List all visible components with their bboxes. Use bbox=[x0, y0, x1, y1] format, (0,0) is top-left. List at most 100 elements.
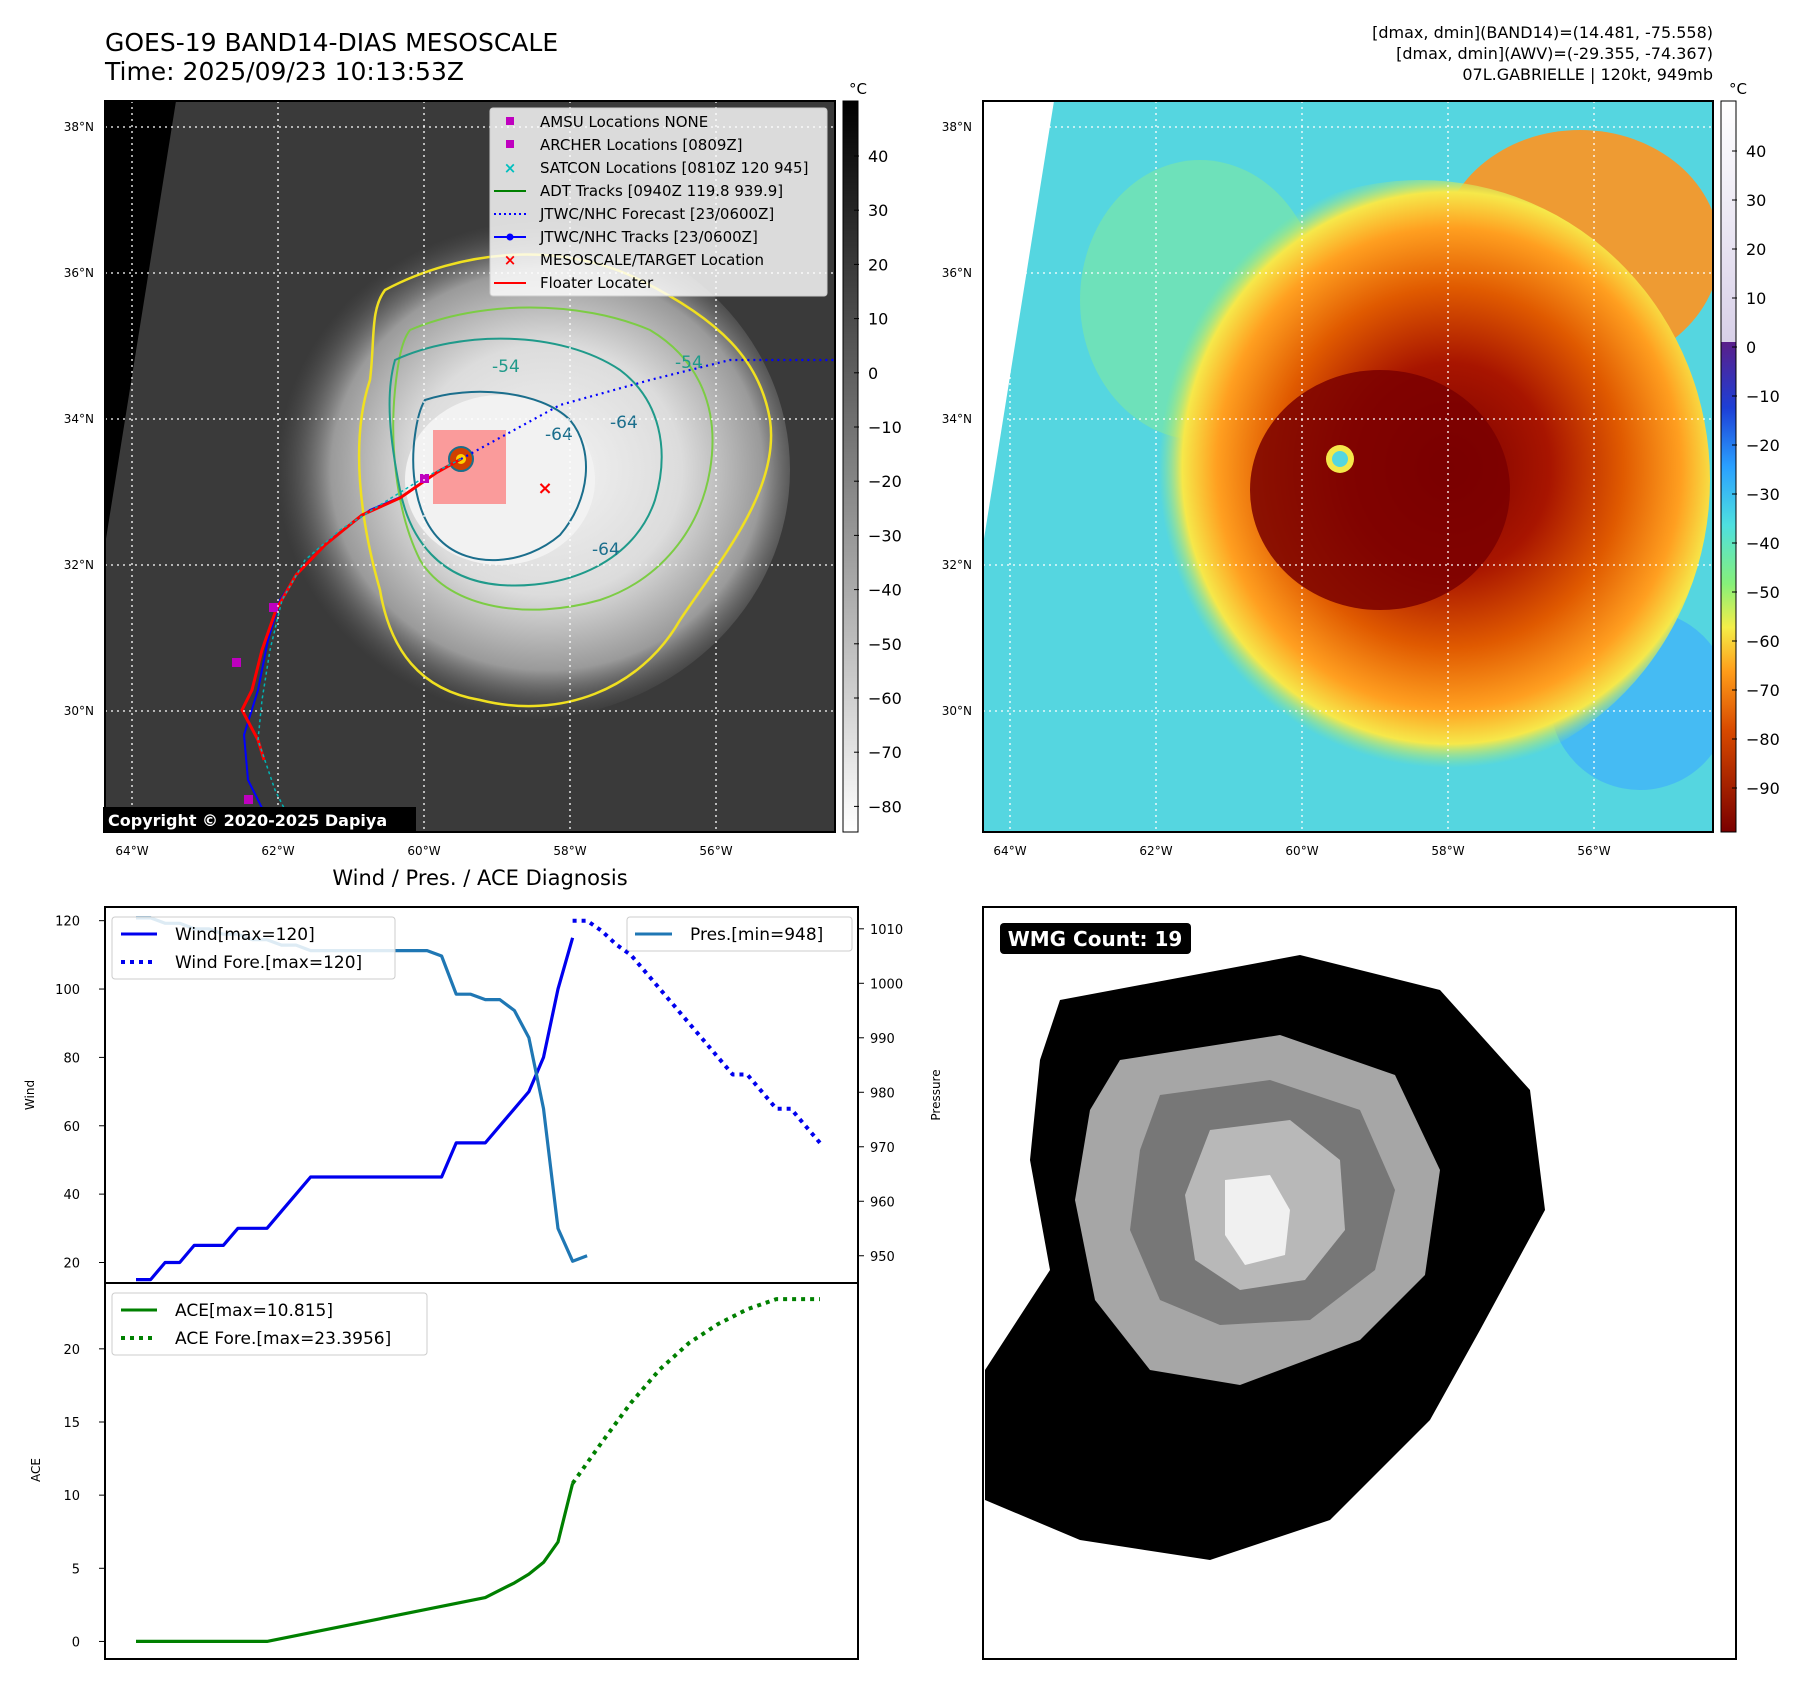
colorbar-tick-label: −80 bbox=[868, 797, 902, 816]
lat-label: 32°N bbox=[942, 558, 972, 572]
colorbar-unit: °C bbox=[849, 80, 867, 98]
contour-blue-64 bbox=[412, 390, 587, 561]
colorbar-tick-label: −70 bbox=[868, 743, 902, 762]
lon-label: 58°W bbox=[1431, 844, 1464, 858]
lat-label: 38°N bbox=[64, 120, 94, 134]
diagnosis-title: Wind / Pres. / ACE Diagnosis bbox=[332, 866, 627, 890]
lon-label: 62°W bbox=[1139, 844, 1172, 858]
colorbar-tick-label: −70 bbox=[1746, 681, 1780, 700]
archer-marker bbox=[244, 795, 253, 804]
legend-target-icon: × bbox=[504, 251, 517, 269]
wmg-count: WMG Count: 19 bbox=[1008, 927, 1183, 951]
y2-tick-label: 980 bbox=[870, 1086, 895, 1101]
ir-map-frame bbox=[104, 100, 836, 833]
archer-marker bbox=[420, 474, 429, 483]
colorbar-tick-label: 0 bbox=[1746, 338, 1756, 357]
y-tick-label: 20 bbox=[63, 1256, 80, 1271]
stats-band14: [dmax, dmin](BAND14)=(14.481, -75.558) bbox=[1372, 23, 1713, 42]
lon-label: 56°W bbox=[1577, 844, 1610, 858]
series-line-1 bbox=[572, 918, 822, 1145]
colorbar-tick-label: −80 bbox=[1746, 730, 1780, 749]
contour-label: -64 bbox=[545, 425, 573, 445]
legend-archer: ARCHER Locations [0809Z] bbox=[540, 136, 743, 154]
lat-label: 34°N bbox=[942, 412, 972, 426]
pressure-legend: Pres.[min=948] bbox=[626, 916, 853, 952]
legend-satcon: SATCON Locations [0810Z 120 945] bbox=[540, 159, 808, 177]
y-tick-label: 5 bbox=[72, 1562, 80, 1577]
colorbar-tick-label: 20 bbox=[868, 255, 888, 274]
storm-info: 07L.GABRIELLE | 120kt, 949mb bbox=[1462, 65, 1713, 84]
y-tick-label: 15 bbox=[63, 1416, 80, 1431]
ace-axis-label: ACE bbox=[29, 1458, 43, 1482]
copyright-box bbox=[103, 807, 416, 833]
legend-adt: ADT Tracks [0940Z 119.8 939.9] bbox=[540, 182, 783, 200]
series-line-1 bbox=[570, 1297, 820, 1485]
colorbar-tick-label: −50 bbox=[868, 635, 902, 654]
wind-pressure-chart: 20 40 60 80 100 120 950 960 970 980 990 1000 1010 Wi… bbox=[23, 906, 943, 1284]
contour-label: -64 bbox=[610, 413, 638, 433]
legend-wind-fore: Wind Fore.[max=120] bbox=[175, 953, 362, 973]
lon-label: 56°W bbox=[699, 844, 732, 858]
colorbar-tick-label: −20 bbox=[868, 472, 902, 491]
figure-title: GOES-19 BAND14-DIAS MESOSCALE bbox=[105, 28, 558, 57]
y2-tick-label: 1010 bbox=[870, 923, 903, 938]
ace-legend: ACE[max=10.815] ACE Fore.[max=23.3956] bbox=[111, 1292, 428, 1356]
legend-amsu-icon bbox=[506, 117, 514, 125]
contour-teal-54 bbox=[388, 337, 663, 587]
y2-tick-label: 970 bbox=[870, 1141, 895, 1156]
wmg-count-box bbox=[1000, 923, 1191, 954]
wmg-panel: WMG Count: 19 bbox=[982, 906, 1737, 1660]
colorbar-tick-label: −10 bbox=[868, 418, 902, 437]
archer-marker bbox=[232, 658, 241, 667]
series-line-0 bbox=[136, 1483, 575, 1644]
lat-label: 32°N bbox=[64, 558, 94, 572]
storm-core bbox=[1250, 370, 1510, 610]
no-data-wedge bbox=[105, 101, 176, 545]
colorbar-tick-label: 30 bbox=[1746, 191, 1766, 210]
colorbar-tick-label: −30 bbox=[1746, 485, 1780, 504]
y-tick-label: 80 bbox=[63, 1051, 80, 1066]
colorbar-tick-label: 20 bbox=[1746, 240, 1766, 259]
legend-target: MESOSCALE/TARGET Location bbox=[540, 251, 764, 269]
y2-tick-label: 990 bbox=[870, 1032, 895, 1047]
wind-axis-label: Wind bbox=[23, 1080, 37, 1110]
y2-tick-label: 960 bbox=[870, 1195, 895, 1210]
legend-floater: Floater Locater bbox=[540, 274, 654, 292]
ir-map-panel: -54 -54 -64 -64 -64 × bbox=[64, 80, 902, 858]
legend-satcon-icon: × bbox=[504, 159, 517, 177]
lat-label: 30°N bbox=[942, 704, 972, 718]
y-tick-label: 100 bbox=[55, 983, 80, 998]
y-tick-label: 120 bbox=[55, 915, 80, 930]
colorbar-tick-label: −50 bbox=[1746, 583, 1780, 602]
eye-awv bbox=[1332, 451, 1348, 467]
contour-label: -64 bbox=[592, 540, 620, 560]
series-line-0 bbox=[136, 937, 575, 1282]
colorbar-tick-label: −20 bbox=[1746, 436, 1780, 455]
y-tick-label: 10 bbox=[63, 1489, 80, 1504]
ace-chart: 0 5 10 15 20 ACE ACE[max=10.815] ACE Fore.[m… bbox=[29, 1282, 859, 1660]
awv-no-data bbox=[983, 101, 1054, 545]
colorbar-tick-label: 40 bbox=[868, 147, 888, 166]
archer-marker bbox=[269, 603, 278, 612]
colorbar-unit: °C bbox=[1729, 80, 1747, 98]
colorbar-tick-label: −30 bbox=[868, 526, 902, 545]
colorbar-tick-label: 30 bbox=[868, 201, 888, 220]
ir-colorbar: °C 40 30 20 10 0 −10 −20 −30 −40 −50 −60 −70 −80 bbox=[842, 80, 902, 833]
legend-tracks: JTWC/NHC Tracks [23/0600Z] bbox=[539, 228, 758, 246]
legend-ace-fore: ACE Fore.[max=23.3956] bbox=[175, 1329, 391, 1349]
colorbar-tick-label: 10 bbox=[868, 310, 888, 329]
legend-tracks-dot bbox=[506, 233, 514, 241]
y-tick-label: 20 bbox=[63, 1343, 80, 1358]
colorbar-tick-label: −60 bbox=[868, 689, 902, 708]
legend-wind: Wind[max=120] bbox=[175, 925, 315, 945]
legend-archer-icon bbox=[506, 140, 514, 148]
wmg-eye bbox=[1225, 1175, 1290, 1265]
awv-map-panel: 38°N 36°N 34°N 32°N 30°N 64°W 62°W 60°W … bbox=[942, 80, 1780, 858]
lat-label: 34°N bbox=[64, 412, 94, 426]
y2-tick-label: 1000 bbox=[870, 977, 903, 992]
y2-tick-label: 950 bbox=[870, 1250, 895, 1265]
legend-amsu: AMSU Locations NONE bbox=[540, 113, 708, 131]
lat-label: 38°N bbox=[942, 120, 972, 134]
colorbar-tick-label: −90 bbox=[1746, 779, 1780, 798]
